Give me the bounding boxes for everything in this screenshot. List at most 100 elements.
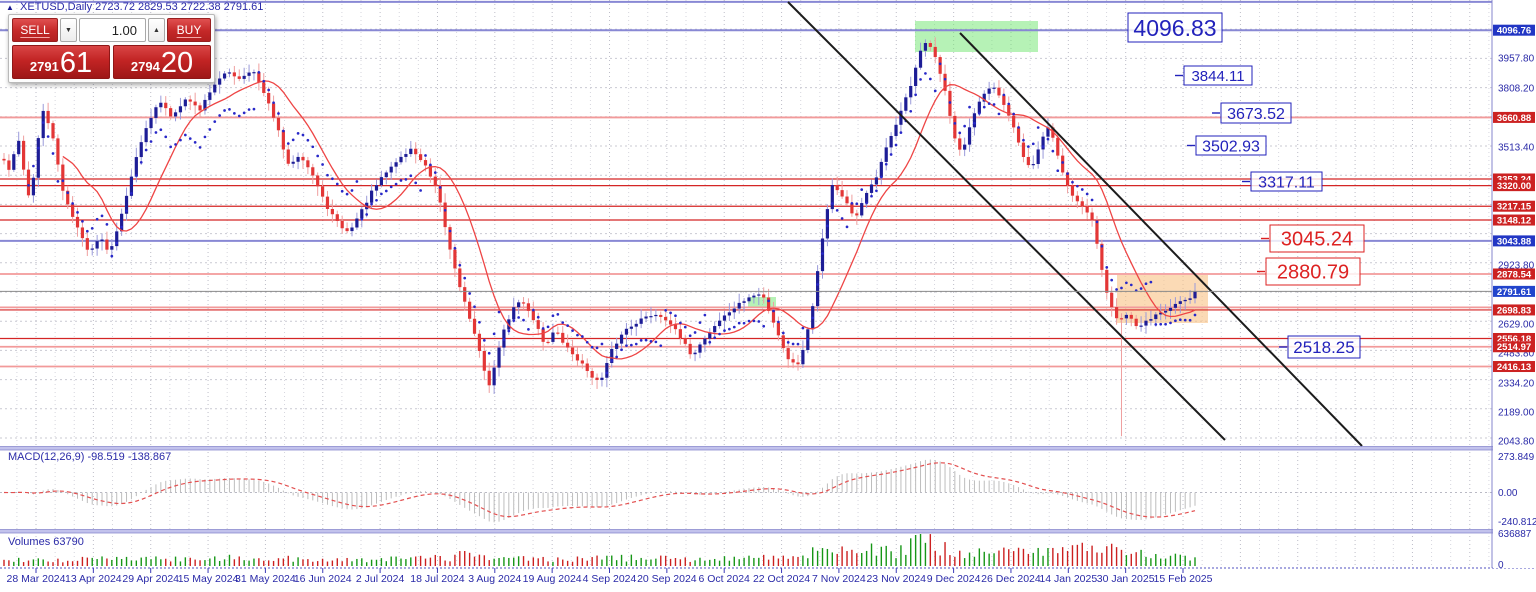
buy-price-big: 20 <box>160 47 194 79</box>
axis-date-label: 22 Oct 2024 <box>753 573 810 585</box>
axis-date-label: 29 Apr 2024 <box>122 573 179 585</box>
axis-indicator-label: -240.812 <box>1498 517 1536 528</box>
axis-price-label: 2334.20 <box>1498 378 1535 389</box>
price-level-badge <box>1493 180 1535 192</box>
lot-dropdown-button[interactable]: ▼ <box>60 18 77 42</box>
axis-indicator-label: 0.00 <box>1498 488 1518 499</box>
lot-increase-button[interactable]: ▲ <box>148 18 165 42</box>
svg-text:2556.18: 2556.18 <box>1497 334 1531 345</box>
lot-size-input[interactable] <box>79 18 146 42</box>
svg-text:3660.88: 3660.88 <box>1497 113 1531 124</box>
price-level-badge <box>1493 361 1535 373</box>
axis-price-label: 2629.00 <box>1498 319 1535 330</box>
svg-text:2416.13: 2416.13 <box>1497 362 1531 373</box>
macd-signal-line <box>3 462 1196 518</box>
price-level-badge <box>1493 332 1535 344</box>
macd-indicator-label: MACD(12,26,9) -98.519 -138.867 <box>8 451 172 463</box>
chevron-down-icon: ▼ <box>65 26 72 34</box>
ohlc-readout: 2723.72 2829.53 2722.38 2791.61 <box>95 1 264 13</box>
candles <box>2 37 1197 437</box>
axis-date-label: 14 Jan 2025 <box>1039 573 1097 585</box>
volumes-indicator-label: Volumes 63790 <box>8 536 84 548</box>
price-annotation: 2880.79 <box>1277 262 1349 284</box>
axis-date-label: 16 Jun 2024 <box>294 573 352 585</box>
sell-button[interactable]: SELL <box>12 18 58 42</box>
svg-text:2791.61: 2791.61 <box>1497 287 1532 298</box>
svg-text:2878.54: 2878.54 <box>1497 269 1532 280</box>
price-annotation: 4096.83 <box>1133 15 1216 41</box>
axis-date-label: 3 Aug 2024 <box>468 573 521 585</box>
price-annotation: 2518.25 <box>1293 338 1354 357</box>
price-level-badge <box>1493 304 1535 316</box>
axis-date-label: 15 May 2024 <box>178 573 239 585</box>
axis-price-label: 2483.80 <box>1498 348 1535 359</box>
macd-histogram <box>3 459 1196 523</box>
chart-annotations: 4096.83 3844.11 3673.52 3502.93 3317.11 3045.… <box>1127 12 1365 359</box>
axis-price-label: 2189.00 <box>1498 407 1535 418</box>
price-annotation: 3673.52 <box>1227 106 1285 123</box>
trend-lines <box>787 1 1363 447</box>
svg-text:3148.12: 3148.12 <box>1497 216 1531 227</box>
price-annotation: 3844.11 <box>1191 68 1244 85</box>
svg-text:3217.15: 3217.15 <box>1497 202 1532 213</box>
axis-date-label: 9 Dec 2024 <box>927 573 981 585</box>
price-level-badge <box>1493 214 1535 226</box>
price-level-lines <box>0 0 1492 368</box>
symbol-info-bar: ▲ XETUSD,Daily 2723.72 2829.53 2722.38 2… <box>6 1 263 13</box>
price-level-badge <box>1493 285 1535 297</box>
price-axis[interactable]: 3957.80 3808.20 3513.40 2923.80 2629.00 2483.… <box>1493 0 1536 571</box>
axis-price-label: 2923.80 <box>1498 260 1535 271</box>
axis-date-label: 19 Aug 2024 <box>523 573 582 585</box>
svg-text:3043.88: 3043.88 <box>1497 236 1531 247</box>
buy-price-button[interactable]: 2794 20 <box>113 45 211 79</box>
axis-date-label: 15 Feb 2025 <box>1154 573 1213 585</box>
price-annotation: 3045.24 <box>1281 229 1353 251</box>
svg-text:2514.97: 2514.97 <box>1497 342 1531 353</box>
parabolic-sar-dots <box>27 62 1197 375</box>
volume-bars <box>3 534 1196 566</box>
sell-price-small: 2791 <box>29 59 59 74</box>
axis-date-label: 18 Jul 2024 <box>410 573 464 585</box>
svg-text:4096.76: 4096.76 <box>1497 26 1531 37</box>
axis-price-label: 3513.40 <box>1498 142 1535 153</box>
axis-date-label: 13 Apr 2024 <box>65 573 122 585</box>
price-level-badge <box>1493 173 1535 185</box>
axis-date-label: 6 Oct 2024 <box>699 573 751 585</box>
price-level-badge <box>1493 235 1535 247</box>
symbol-title: XETUSD,Daily <box>19 1 93 13</box>
one-click-trading-panel: SELL ▼ ▲ BUY 2791 61 2794 20 <box>8 14 215 83</box>
collapse-panel-icon[interactable]: ▲ <box>6 3 14 12</box>
price-level-badge <box>1493 341 1535 353</box>
sell-price-button[interactable]: 2791 61 <box>12 45 110 79</box>
buy-button[interactable]: BUY <box>167 18 211 42</box>
svg-text:3320.00: 3320.00 <box>1497 181 1531 192</box>
axis-indicator-label: 0 <box>1498 560 1504 571</box>
price-annotation: 3317.11 <box>1258 174 1315 191</box>
axis-date-label: 20 Sep 2024 <box>637 573 697 585</box>
axis-date-label: 31 May 2024 <box>235 573 296 585</box>
svg-text:3353.24: 3353.24 <box>1497 174 1532 185</box>
axis-date-label: 7 Nov 2024 <box>812 573 866 585</box>
axis-indicator-label: 636887 <box>1498 529 1532 540</box>
chevron-up-icon: ▲ <box>153 26 160 34</box>
axis-date-label: 26 Dec 2024 <box>981 573 1041 585</box>
price-level-badge <box>1493 24 1535 36</box>
price-level-badge <box>1493 111 1535 123</box>
price-annotation: 3502.93 <box>1202 138 1260 155</box>
price-level-badge <box>1493 200 1535 212</box>
axis-price-label: 3957.80 <box>1498 54 1535 65</box>
price-level-badge <box>1493 268 1535 280</box>
axis-date-label: 2 Jul 2024 <box>356 573 405 585</box>
moving-average-line <box>62 80 1196 360</box>
axis-date-label: 28 Mar 2024 <box>7 573 66 585</box>
axis-indicator-label: 273.849 <box>1498 452 1535 463</box>
axis-date-label: 4 Sep 2024 <box>583 573 637 585</box>
buy-price-small: 2794 <box>130 59 160 74</box>
axis-date-label: 23 Nov 2024 <box>866 573 926 585</box>
axis-price-label: 3808.20 <box>1498 83 1535 94</box>
axis-date-label: 30 Jan 2025 <box>1097 573 1155 585</box>
